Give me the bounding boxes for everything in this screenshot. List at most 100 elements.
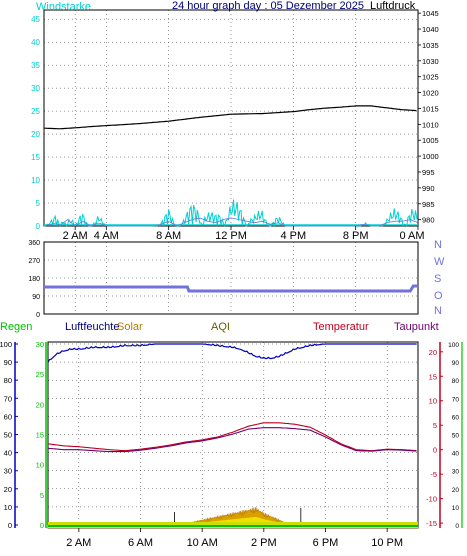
humidity-tick-label: 90 <box>4 358 12 367</box>
solar-tick-label: 20 <box>452 487 460 494</box>
solar-label: Solar <box>117 321 143 333</box>
temperature-tick-label: 5 <box>433 421 437 430</box>
solar-tick-label: 100 <box>448 342 459 349</box>
pressure-tick-label: 1000 <box>422 152 439 161</box>
wind-axis-ticks: 0 5 10 15 20 25 30 35 40 45 <box>31 15 40 231</box>
humidity-tick-label: 50 <box>4 431 12 440</box>
pressure-tick-label: 1005 <box>422 136 439 145</box>
wind-tick-label: 45 <box>31 15 40 24</box>
pressure-tick-label: 1020 <box>422 89 439 98</box>
bottom-axes: 0102030405060708090100051015202530-15-10… <box>0 340 463 549</box>
solar-tick-label: 30 <box>452 469 460 476</box>
solar-tick-label: 0 <box>455 523 459 530</box>
dewpoint-label: Taupunkt <box>394 321 439 333</box>
humidity-tick-label: 0 <box>8 521 12 530</box>
top-x-tick-label: 0 AM <box>399 230 424 242</box>
solar-tick-label: 50 <box>452 433 460 440</box>
solar-tick-label: 60 <box>452 414 460 421</box>
humidity-tick-label: 40 <box>4 449 12 458</box>
temperature-line <box>47 422 417 452</box>
temperature-tick-label: 15 <box>429 372 437 381</box>
top-x-tick-label: 2 AM <box>63 230 88 242</box>
pressure-tick-label: 985 <box>422 200 435 209</box>
wind-direction-line <box>44 284 418 293</box>
bottom-x-tick-label: 2 PM <box>251 537 277 549</box>
wind-tick-label: 20 <box>31 130 40 139</box>
temperature-tick-label: 0 <box>433 446 437 455</box>
temperature-tick-label: 10 <box>429 397 437 406</box>
humidity-tick-label: 30 <box>4 467 12 476</box>
rain-tick-label: 5 <box>40 491 44 500</box>
dewpoint-line <box>47 427 417 453</box>
aqi-strip <box>48 522 418 525</box>
humidity-tick-label: 60 <box>4 412 12 421</box>
graph-title: 24 hour graph day : 05 Dezember 2025 <box>172 0 364 12</box>
solar-area <box>47 507 419 529</box>
rain-tick-label: 10 <box>36 461 44 470</box>
wind-tick-label: 25 <box>31 107 40 116</box>
direction-tick-label: 0 <box>36 312 40 319</box>
pressure-tick-label: 1035 <box>422 41 439 50</box>
wind-tick-label: 40 <box>31 38 40 47</box>
temperature-tick-label: -5 <box>430 470 437 479</box>
rain-tick-label: 15 <box>36 431 44 440</box>
direction-axis-ticks: 0 90 180 270 360 <box>28 240 40 319</box>
humidity-tick-label: 100 <box>0 340 12 349</box>
pressure-tick-label: 980 <box>422 216 435 225</box>
bottom-x-tick-label: 2 AM <box>66 537 91 549</box>
rain-tick-label: 20 <box>36 400 44 409</box>
humidity-tick-label: 80 <box>4 376 12 385</box>
solar-tick-label: 70 <box>452 396 460 403</box>
direction-tick-label: 180 <box>28 276 40 283</box>
compass-letter: N <box>434 305 442 317</box>
wind-tick-label: 15 <box>31 153 40 162</box>
pressure-tick-label: 1015 <box>422 104 439 113</box>
wind-tick-label: 30 <box>31 84 40 93</box>
top-grid <box>44 10 418 227</box>
wind-axis-label: Windstarke <box>36 1 91 13</box>
direction-tick-label: 90 <box>32 294 40 301</box>
pressure-tick-label: 995 <box>422 168 435 177</box>
solar-tick-label: 90 <box>452 360 460 367</box>
rain-strip <box>48 525 418 527</box>
top-x-tick-label: 4 AM <box>94 230 119 242</box>
bottom-plot-frame <box>47 341 419 529</box>
compass-letter: N <box>434 239 442 251</box>
temperature-tick-label: -10 <box>426 495 437 504</box>
pressure-tick-label: 1045 <box>422 9 439 18</box>
bottom-x-tick-label: 6 PM <box>313 537 339 549</box>
bottom-x-tick-label: 10 PM <box>371 537 403 549</box>
humidity-tick-label: 10 <box>4 503 12 512</box>
wind-average-line <box>43 217 419 227</box>
wind-tick-label: 35 <box>31 61 40 70</box>
pressure-tick-label: 1040 <box>422 25 439 34</box>
humidity-label: Luftfeuchte <box>65 321 119 333</box>
solar-tick-label: 10 <box>452 505 460 512</box>
rain-tick-label: 30 <box>36 340 44 349</box>
top-x-axis-ticks: 2 AM 4 AM 8 AM 12 PM 4 PM 8 PM 0 AM <box>63 226 425 242</box>
solar-tick-label: 40 <box>452 451 460 458</box>
top-x-tick-label: 4 PM <box>280 230 306 242</box>
pressure-line <box>44 105 417 130</box>
rain-tick-label: 25 <box>36 370 44 379</box>
pressure-tick-label: 1025 <box>422 73 439 82</box>
pressure-tick-label: 990 <box>422 184 435 193</box>
pressure-tick-label: 1010 <box>422 120 439 129</box>
wind-tick-label: 0 <box>36 222 41 231</box>
humidity-line <box>47 343 417 363</box>
temperature-tick-label: 20 <box>429 348 437 357</box>
humidity-tick-label: 70 <box>4 394 12 403</box>
compass-letter: O <box>434 290 443 302</box>
direction-tick-label: 270 <box>28 258 40 265</box>
direction-grid <box>44 241 418 315</box>
temperature-label: Temperatur <box>313 321 369 333</box>
solar-tick-label: 80 <box>452 378 460 385</box>
humidity-tick-label: 20 <box>4 485 12 494</box>
aqi-label: AQI <box>211 321 230 333</box>
direction-tick-label: 360 <box>28 240 40 247</box>
pressure-tick-label: 1030 <box>422 57 439 66</box>
bottom-x-tick-label: 10 AM <box>187 537 218 549</box>
